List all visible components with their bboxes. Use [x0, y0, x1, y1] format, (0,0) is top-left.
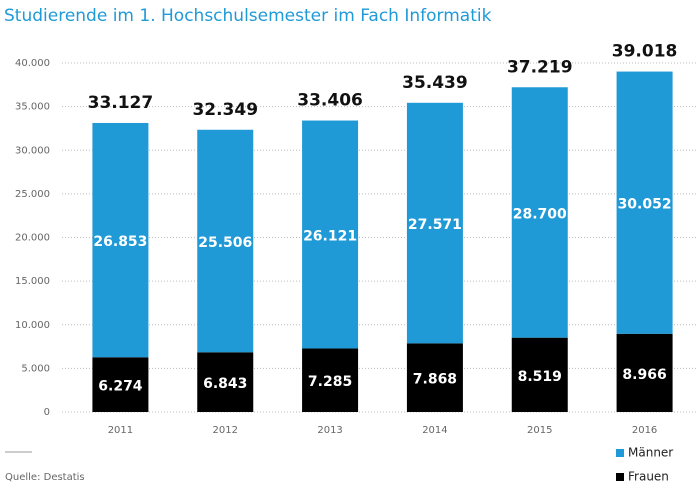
value-label: 28.700 — [513, 206, 567, 222]
total-label: 33.127 — [88, 93, 154, 113]
bar-segment — [616, 333, 673, 412]
value-label: 26.121 — [303, 228, 357, 244]
value-label: 8.966 — [622, 367, 666, 383]
legend-label: Frauen — [628, 470, 669, 484]
y-tick-label: 15.000 — [15, 276, 50, 287]
value-label: 26.853 — [93, 234, 147, 250]
y-tick-label: 35.000 — [15, 102, 50, 113]
y-tick-label: 0 — [44, 407, 50, 418]
bar-segment — [406, 102, 463, 344]
total-label: 37.219 — [507, 57, 573, 77]
total-label: 32.349 — [192, 100, 258, 120]
total-label: 35.439 — [402, 73, 468, 93]
legend-swatch — [616, 473, 624, 481]
y-tick-label: 20.000 — [15, 233, 50, 244]
legend-label: Männer — [628, 446, 673, 460]
y-tick-label: 5.000 — [21, 363, 50, 374]
bar-segment — [197, 352, 254, 412]
x-tick-label: 2014 — [422, 425, 447, 436]
bar-segment — [92, 122, 149, 358]
value-label: 7.285 — [308, 374, 352, 390]
value-label: 6.843 — [203, 376, 247, 392]
x-tick-label: 2015 — [527, 425, 552, 436]
bar-segment — [511, 337, 568, 412]
y-tick-label: 40.000 — [15, 58, 50, 69]
value-label: 30.052 — [618, 197, 672, 213]
value-label: 7.868 — [413, 372, 457, 388]
total-label: 33.406 — [297, 91, 363, 111]
bar-segment — [511, 87, 568, 338]
bar-segment — [197, 129, 254, 353]
y-tick-label: 30.000 — [15, 145, 50, 156]
total-label: 39.018 — [612, 42, 678, 62]
value-label: 25.506 — [198, 235, 252, 251]
x-tick-label: 2011 — [108, 425, 133, 436]
chart-title: Studierende im 1. Hochschulsemester im F… — [4, 6, 492, 26]
source: Quelle: Destatis — [5, 472, 85, 483]
value-label: 6.274 — [98, 379, 143, 395]
bar-segment — [302, 348, 359, 412]
bar-segment — [616, 71, 673, 334]
value-label: 8.519 — [518, 369, 562, 385]
x-tick-label: 2012 — [213, 425, 238, 436]
value-label: 27.571 — [408, 217, 462, 233]
x-tick-label: 2013 — [317, 425, 342, 436]
x-tick-label: 2016 — [632, 425, 657, 436]
y-tick-label: 10.000 — [15, 320, 50, 331]
legend-swatch — [616, 449, 624, 457]
bar-segment — [92, 357, 149, 412]
bar-segment — [302, 120, 359, 349]
y-tick-label: 25.000 — [15, 189, 50, 200]
bar-segment — [406, 343, 463, 412]
